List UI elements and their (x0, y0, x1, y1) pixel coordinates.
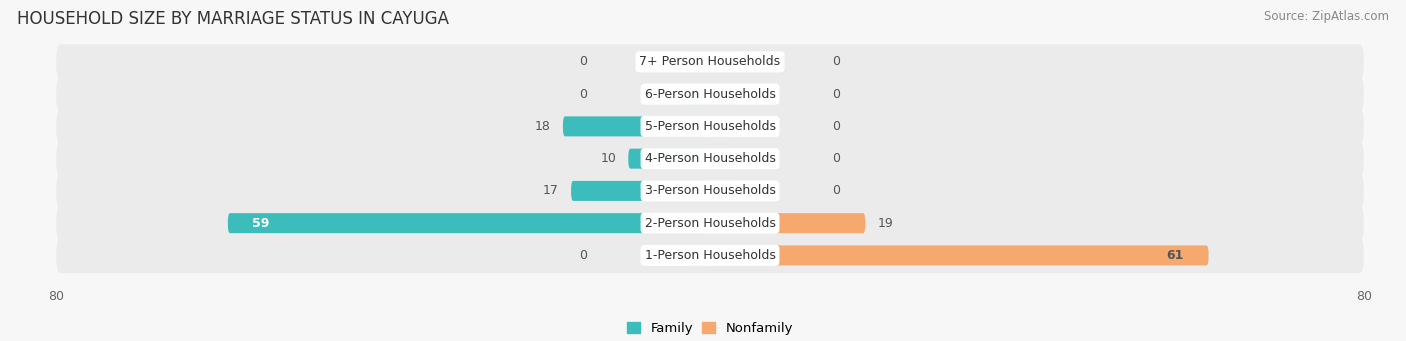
Text: 19: 19 (877, 217, 893, 230)
FancyBboxPatch shape (710, 116, 734, 136)
FancyBboxPatch shape (710, 181, 734, 201)
Text: 5-Person Households: 5-Person Households (644, 120, 776, 133)
Text: 0: 0 (832, 120, 841, 133)
Text: 0: 0 (579, 88, 588, 101)
FancyBboxPatch shape (710, 84, 734, 104)
FancyBboxPatch shape (228, 213, 710, 233)
Text: 0: 0 (832, 184, 841, 197)
Text: 10: 10 (600, 152, 616, 165)
Text: 6-Person Households: 6-Person Households (644, 88, 776, 101)
FancyBboxPatch shape (56, 141, 1364, 176)
Text: 1-Person Households: 1-Person Households (644, 249, 776, 262)
FancyBboxPatch shape (710, 213, 865, 233)
FancyBboxPatch shape (56, 206, 1364, 241)
Text: Source: ZipAtlas.com: Source: ZipAtlas.com (1264, 10, 1389, 23)
FancyBboxPatch shape (686, 246, 710, 265)
FancyBboxPatch shape (56, 109, 1364, 144)
FancyBboxPatch shape (686, 52, 710, 72)
Text: 0: 0 (832, 152, 841, 165)
Text: HOUSEHOLD SIZE BY MARRIAGE STATUS IN CAYUGA: HOUSEHOLD SIZE BY MARRIAGE STATUS IN CAY… (17, 10, 449, 28)
FancyBboxPatch shape (562, 116, 710, 136)
Text: 2-Person Households: 2-Person Households (644, 217, 776, 230)
FancyBboxPatch shape (710, 52, 734, 72)
Text: 0: 0 (832, 55, 841, 69)
Text: 0: 0 (579, 249, 588, 262)
Text: 4-Person Households: 4-Person Households (644, 152, 776, 165)
FancyBboxPatch shape (710, 149, 734, 169)
FancyBboxPatch shape (56, 44, 1364, 79)
Text: 0: 0 (579, 55, 588, 69)
FancyBboxPatch shape (571, 181, 710, 201)
FancyBboxPatch shape (686, 84, 710, 104)
Text: 61: 61 (1167, 249, 1184, 262)
Text: 17: 17 (543, 184, 558, 197)
Text: 0: 0 (832, 88, 841, 101)
FancyBboxPatch shape (628, 149, 710, 169)
FancyBboxPatch shape (56, 76, 1364, 112)
FancyBboxPatch shape (56, 238, 1364, 273)
Text: 18: 18 (534, 120, 551, 133)
FancyBboxPatch shape (710, 246, 1209, 265)
Text: 59: 59 (252, 217, 270, 230)
Legend: Family, Nonfamily: Family, Nonfamily (621, 316, 799, 340)
Text: 7+ Person Households: 7+ Person Households (640, 55, 780, 69)
Text: 3-Person Households: 3-Person Households (644, 184, 776, 197)
FancyBboxPatch shape (56, 173, 1364, 208)
